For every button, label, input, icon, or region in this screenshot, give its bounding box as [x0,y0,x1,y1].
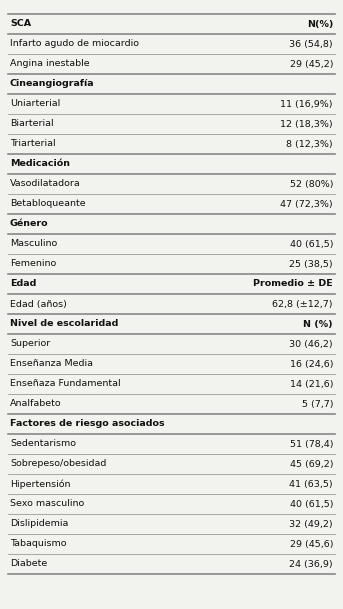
Text: 51 (78,4): 51 (78,4) [289,440,333,448]
Text: Vasodilatadora: Vasodilatadora [10,180,81,189]
Text: Sedentarismo: Sedentarismo [10,440,76,448]
Text: Género: Género [10,219,49,228]
Text: SCA: SCA [10,19,31,29]
Text: Biarterial: Biarterial [10,119,54,128]
Text: Enseñanza Media: Enseñanza Media [10,359,93,368]
Text: Sobrepeso/obesidad: Sobrepeso/obesidad [10,460,106,468]
Text: 12 (18,3%): 12 (18,3%) [280,119,333,128]
Text: Triarterial: Triarterial [10,139,56,149]
Text: 29 (45,6): 29 (45,6) [289,540,333,549]
Text: Cineangiografía: Cineangiografía [10,80,95,88]
Text: 29 (45,2): 29 (45,2) [289,60,333,68]
Text: 30 (46,2): 30 (46,2) [289,339,333,348]
Text: Uniarterial: Uniarterial [10,99,60,108]
Text: 11 (16,9%): 11 (16,9%) [281,99,333,108]
Text: Enseñaza Fundamental: Enseñaza Fundamental [10,379,121,389]
Text: Medicación: Medicación [10,160,70,169]
Text: 52 (80%): 52 (80%) [289,180,333,189]
Text: 8 (12,3%): 8 (12,3%) [286,139,333,149]
Text: Factores de riesgo asociados: Factores de riesgo asociados [10,420,165,429]
Text: 40 (61,5): 40 (61,5) [289,499,333,509]
Text: Promedio ± DE: Promedio ± DE [253,280,333,289]
Text: 62,8 (±12,7): 62,8 (±12,7) [272,300,333,309]
Text: N (%): N (%) [303,320,333,328]
Text: Tabaquismo: Tabaquismo [10,540,67,549]
Text: Femenino: Femenino [10,259,56,269]
Text: 5 (7,7): 5 (7,7) [301,400,333,409]
Text: Edad: Edad [10,280,36,289]
Text: Betabloqueante: Betabloqueante [10,200,86,208]
Text: Infarto agudo de miocardio: Infarto agudo de miocardio [10,40,139,49]
Text: 36 (54,8): 36 (54,8) [289,40,333,49]
Text: Sexo masculino: Sexo masculino [10,499,84,509]
Text: Masculino: Masculino [10,239,57,248]
Text: 16 (24,6): 16 (24,6) [289,359,333,368]
Text: N(%): N(%) [307,19,333,29]
Text: Dislipidemia: Dislipidemia [10,519,68,529]
Text: 45 (69,2): 45 (69,2) [289,460,333,468]
Text: Angina inestable: Angina inestable [10,60,90,68]
Text: 25 (38,5): 25 (38,5) [289,259,333,269]
Text: Hipertensión: Hipertensión [10,479,71,489]
Text: Superior: Superior [10,339,50,348]
Text: 47 (72,3%): 47 (72,3%) [280,200,333,208]
Text: Edad (años): Edad (años) [10,300,67,309]
Text: Diabete: Diabete [10,560,47,568]
Text: 32 (49,2): 32 (49,2) [289,519,333,529]
Text: 41 (63,5): 41 (63,5) [289,479,333,488]
Text: Analfabeto: Analfabeto [10,400,62,409]
Text: 40 (61,5): 40 (61,5) [289,239,333,248]
Text: 24 (36,9): 24 (36,9) [289,560,333,568]
Text: Nivel de escolaridad: Nivel de escolaridad [10,320,118,328]
Text: 14 (21,6): 14 (21,6) [289,379,333,389]
